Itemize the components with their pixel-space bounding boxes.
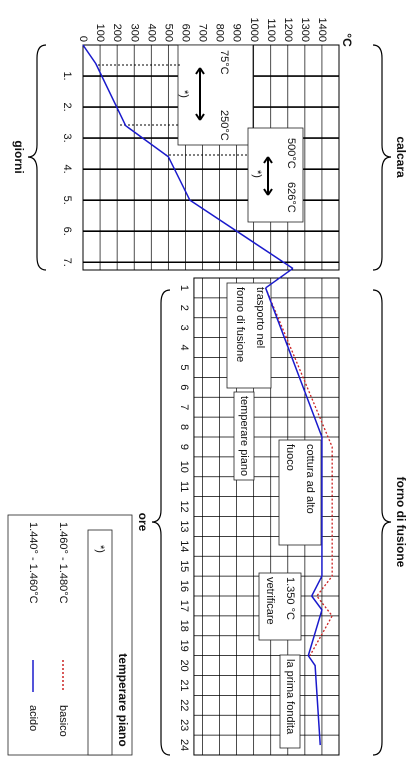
rotated-chart: calcara forno di fusione giorni ore °C 7… (7, 18, 408, 756)
note-mark: *) (178, 90, 190, 98)
section-title: calcara (394, 136, 408, 178)
x-tick-label: 7 (178, 404, 190, 410)
x-axis-label: giorni (12, 140, 26, 173)
x-tick-label: 22 (178, 699, 190, 711)
x-tick-label: 16 (178, 580, 190, 592)
y-tick-label: 1100 (265, 18, 277, 42)
annotation: trasporto nel (254, 287, 266, 348)
brace (372, 44, 392, 271)
annotation: forno di fusione (234, 287, 246, 362)
arrow (263, 156, 273, 196)
annotation: fuoco (284, 444, 296, 471)
y-tick-label: 800 (214, 24, 226, 42)
x-tick-label: 9 (178, 444, 190, 450)
guide-line (98, 64, 248, 201)
annotation-box (258, 572, 302, 641)
y-tick-label: 500 (162, 24, 174, 42)
annotation: cottura ad alto (304, 444, 316, 514)
annotation-box (233, 391, 255, 481)
annotation-box (279, 654, 301, 749)
x-tick-label: 15 (178, 560, 190, 572)
x-tick-label: 2 (178, 305, 190, 311)
series-line (82, 44, 294, 270)
y-tick-label: 0 (77, 36, 89, 42)
annotation: la prima fondita (284, 659, 296, 735)
x-tick-label: 13 (178, 520, 190, 532)
note-mark: *) (251, 170, 263, 178)
brace (151, 289, 171, 756)
y-axis-label: °C (340, 33, 354, 47)
x-tick-label: 24 (178, 739, 190, 751)
brace (27, 44, 47, 271)
x-tick-label: 20 (178, 659, 190, 671)
x-tick-label: 21 (178, 679, 190, 691)
x-tick-label: 6. (61, 227, 73, 236)
y-tick-label: 1400 (316, 18, 328, 42)
legend-mark: *) (94, 545, 106, 553)
x-tick-label: 5 (178, 364, 190, 370)
marks (82, 44, 333, 746)
x-tick-label: 3. (61, 134, 73, 143)
y-tick-label: 1300 (299, 18, 311, 42)
annotation: temperare piano (238, 396, 250, 476)
x-tick-label: 6 (178, 384, 190, 390)
x-tick-label: 5. (61, 196, 73, 205)
x-tick-label: 11 (178, 481, 190, 492)
x-tick-label: 7. (61, 258, 73, 267)
x-tick-label: 14 (178, 540, 190, 552)
x-tick-label: 3 (178, 325, 190, 331)
section-title: forno di fusione (394, 477, 408, 568)
x-tick-label: 17 (178, 600, 190, 612)
legend-label: basico (57, 705, 69, 737)
x-tick-label: 19 (178, 640, 190, 652)
legend-range: 1.460° - 1.480°C (57, 522, 69, 604)
x-tick-label: 4 (178, 345, 190, 351)
annotation: 75°C (218, 50, 230, 75)
legend-mark-box (87, 529, 113, 756)
x-tick-label: 23 (178, 719, 190, 731)
annotation-box (247, 127, 304, 223)
annotation: 250°C (218, 110, 230, 141)
y-tick-label: 1200 (282, 18, 294, 42)
y-tick-label: 100 (94, 24, 106, 42)
series-line (264, 287, 323, 746)
x-axis-label: ore (136, 513, 150, 532)
y-tick-label: 1000 (248, 18, 260, 42)
annotation: 500°C (285, 138, 297, 169)
annotation-box (226, 282, 272, 389)
annotation: vetrificare (264, 577, 276, 625)
x-tick-label: 8 (178, 424, 190, 430)
annotation-box (177, 44, 254, 146)
x-tick-label: 4. (61, 165, 73, 174)
arrow (195, 67, 205, 121)
annotation-box (278, 439, 322, 546)
brace (372, 289, 392, 756)
y-tick-label: 900 (231, 24, 243, 42)
x-tick-label: 10 (178, 461, 190, 473)
y-tick-label: 600 (179, 24, 191, 42)
y-tick-label: 300 (128, 24, 140, 42)
y-tick-label: 700 (197, 24, 209, 42)
x-tick-label: 1 (178, 285, 190, 291)
x-tick-label: 18 (178, 620, 190, 632)
x-tick-label: 1. (61, 71, 73, 80)
legend-label: acido (27, 705, 39, 731)
legend-title: temperare piano (116, 653, 130, 746)
connector (265, 267, 294, 289)
x-tick-label: 2. (61, 102, 73, 111)
y-tick-label: 200 (111, 24, 123, 42)
annotation: 626°C (285, 182, 297, 213)
x-tick-label: 12 (178, 500, 190, 512)
legend-range: 1.440° - 1.460°C (27, 522, 39, 604)
y-tick-label: 400 (145, 24, 157, 42)
annotation: 1.350 °C (284, 577, 296, 620)
